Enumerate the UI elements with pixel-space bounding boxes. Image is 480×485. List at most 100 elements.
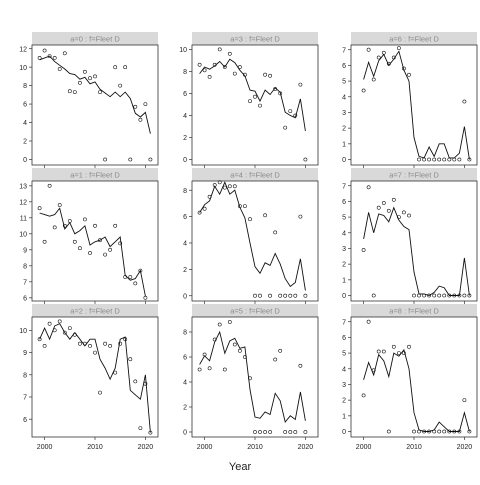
y-tick-label: 13 <box>19 183 27 190</box>
y-tick-label: 2 <box>183 135 187 142</box>
y-tick-label: 5 <box>342 215 346 222</box>
data-point <box>457 157 462 162</box>
y-tick-label: 2 <box>23 139 27 146</box>
facet-panel: a=0 : f=Fleet D 0 2 4 6 8 10 12 <box>19 32 159 168</box>
data-point <box>148 157 153 162</box>
data-point <box>386 61 391 66</box>
data-point <box>273 230 278 235</box>
data-point <box>303 157 308 162</box>
series-line <box>199 58 306 131</box>
data-point <box>391 55 396 60</box>
data-point <box>202 352 207 357</box>
data-point <box>417 157 421 162</box>
y-tick-label: 8 <box>23 263 27 270</box>
data-point <box>37 206 42 211</box>
y-tick-label: 4 <box>183 241 187 248</box>
data-point <box>222 185 227 190</box>
x-axis-title: Year <box>229 461 252 473</box>
data-point <box>366 319 371 324</box>
data-point <box>42 48 47 53</box>
data-point <box>78 246 82 251</box>
data-point <box>447 157 452 162</box>
data-point <box>47 321 52 326</box>
y-tick-label: 5 <box>342 351 346 358</box>
x-tick-label: 2000 <box>197 444 213 451</box>
data-point <box>253 293 257 298</box>
data-point <box>67 219 72 223</box>
y-tick-label: 2 <box>342 126 346 133</box>
series-line <box>199 181 306 291</box>
data-point <box>447 293 452 298</box>
data-point <box>128 275 133 279</box>
x-tick-label: 2000 <box>356 444 372 451</box>
data-point <box>427 157 432 162</box>
data-point <box>217 322 222 327</box>
data-point <box>98 238 102 243</box>
data-point <box>108 247 113 252</box>
facet-strip <box>192 304 318 317</box>
data-point <box>427 429 432 434</box>
data-point <box>447 429 452 434</box>
data-point <box>67 89 72 94</box>
data-point <box>83 69 87 74</box>
y-tick-label: 0 <box>23 157 27 164</box>
data-point <box>376 205 381 210</box>
data-point <box>278 91 283 96</box>
y-tick-label: 4 <box>342 94 346 101</box>
data-point <box>462 99 467 104</box>
data-point <box>268 293 273 298</box>
data-point <box>467 293 472 298</box>
data-point <box>83 217 87 222</box>
data-point <box>391 344 396 349</box>
data-point <box>417 293 421 298</box>
y-tick-label: 10 <box>19 328 27 335</box>
data-point <box>412 293 416 298</box>
data-point <box>371 293 376 298</box>
data-point <box>396 46 401 51</box>
y-tick-label: 11 <box>20 215 27 222</box>
data-point <box>283 125 288 130</box>
data-point <box>78 80 82 85</box>
data-point <box>467 157 472 162</box>
y-tick-label: 6 <box>183 214 187 221</box>
data-point <box>457 293 462 298</box>
data-point <box>422 429 427 434</box>
data-point <box>207 366 212 371</box>
data-point <box>237 204 242 209</box>
data-point <box>207 75 212 79</box>
data-point <box>288 430 293 434</box>
data-point <box>401 351 406 356</box>
y-tick-label: 9 <box>23 247 27 254</box>
data-point <box>123 65 128 70</box>
data-point <box>42 343 47 348</box>
y-tick-label: 0 <box>342 293 346 300</box>
data-point <box>118 83 123 88</box>
facet-panel: a=8 : f=Fleet D 0 1 2 3 4 5 6 7 2000 2010 2020 <box>342 304 478 451</box>
data-point <box>52 56 57 60</box>
data-point <box>412 429 416 434</box>
data-point <box>232 342 237 347</box>
data-point <box>293 113 298 118</box>
y-tick-label: 8 <box>23 83 27 90</box>
data-point <box>298 82 303 87</box>
x-tick-label: 2020 <box>457 444 473 451</box>
data-point <box>103 252 108 257</box>
series-line <box>199 330 306 423</box>
data-point <box>197 210 202 215</box>
data-point <box>118 241 123 246</box>
data-point <box>108 343 113 348</box>
y-tick-label: 4 <box>342 230 346 237</box>
data-point <box>452 293 457 298</box>
y-tick-label: 7 <box>342 183 346 190</box>
y-tick-label: 6 <box>23 102 27 109</box>
data-point <box>222 367 227 372</box>
data-point <box>103 341 108 346</box>
data-point <box>273 87 278 91</box>
y-tick-label: 8 <box>183 330 187 337</box>
data-point <box>72 90 77 95</box>
data-point <box>268 73 273 78</box>
data-point <box>417 429 421 434</box>
data-point <box>437 157 442 162</box>
data-point <box>407 344 411 349</box>
